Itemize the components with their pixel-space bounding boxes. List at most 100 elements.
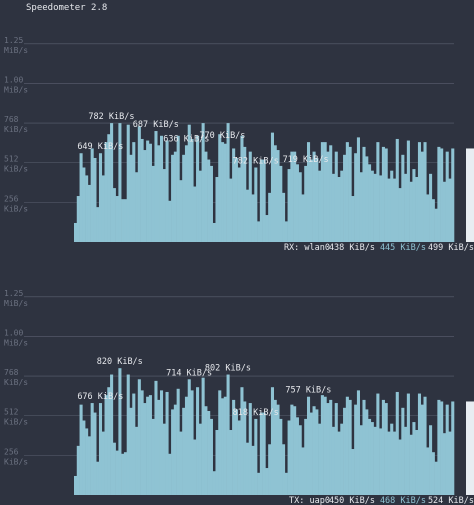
tx-bar	[254, 418, 258, 495]
rx-bar	[381, 146, 385, 242]
tx-bar	[282, 444, 286, 495]
rx-bar	[93, 157, 97, 242]
rx-bar	[132, 142, 136, 242]
rx-bar	[154, 131, 158, 242]
rx-bar	[243, 146, 247, 242]
tx-y-tick-unit: KiB/s	[4, 378, 28, 387]
tx-bar	[221, 398, 225, 495]
rx-bar	[223, 143, 227, 242]
rx-bar	[157, 145, 161, 242]
tx-bar	[182, 407, 186, 495]
tx-bar	[379, 428, 383, 495]
rx-bar	[387, 178, 391, 242]
tx-bar	[240, 387, 244, 495]
tx-y-tick-unit: MiB/s	[4, 299, 28, 308]
rx-bar	[445, 151, 449, 242]
tx-bar	[135, 426, 139, 495]
tx-bar	[401, 407, 405, 495]
tx-bar	[429, 425, 433, 495]
tx-bar	[318, 423, 322, 495]
rx-bar	[362, 146, 366, 242]
tx-bar	[165, 391, 169, 495]
rx-bar	[398, 188, 402, 242]
tx-bar	[98, 403, 103, 495]
rx-bar	[370, 170, 374, 242]
tx-bar	[326, 403, 330, 495]
tx-bar	[315, 409, 319, 495]
rx-bar	[368, 164, 372, 242]
tx-bar	[176, 388, 180, 495]
rx-bar	[135, 172, 139, 242]
tx-bar	[154, 380, 158, 495]
rx-bar	[390, 170, 394, 242]
rx-bar	[196, 135, 200, 242]
tx-bar	[257, 472, 261, 495]
rx-bar	[298, 172, 302, 242]
tx-bar	[96, 461, 100, 495]
rx-bar	[334, 151, 338, 242]
rx-bar	[257, 221, 261, 242]
rx-peak-label: 782 KiB/s	[233, 156, 279, 166]
tx-bar	[373, 426, 377, 495]
tx-bar	[381, 399, 385, 495]
rx-bar	[90, 148, 94, 242]
tx-y-tick-unit: KiB/s	[4, 418, 28, 427]
tx-bar	[323, 396, 327, 495]
rx-bar	[409, 181, 413, 242]
rx-bar	[395, 138, 399, 242]
tx-bar	[306, 396, 311, 495]
tx-bar	[365, 409, 369, 495]
rx-y-tick-value: 256	[4, 194, 19, 203]
rx-bar	[226, 123, 230, 242]
tx-bar	[243, 401, 247, 495]
rx-bar	[442, 181, 446, 242]
rx-peak-label: 636 KiB/s	[163, 134, 209, 144]
rx-bar	[268, 192, 272, 242]
tx-bar	[320, 395, 324, 495]
tx-bar	[337, 431, 341, 495]
rx-bar	[215, 177, 219, 242]
tx-bar	[423, 396, 427, 495]
tx-bar	[406, 393, 410, 495]
rx-graph: 256 KiB/s 512 KiB/s 768 KiB/s 1.00 MiB/s 1.25 MiB…	[0, 28, 474, 252]
rx-bar	[146, 140, 150, 242]
tx-bar	[226, 374, 230, 495]
rx-bar	[276, 150, 280, 242]
tx-bar	[304, 418, 308, 495]
rx-bar	[79, 153, 83, 242]
tx-bar	[234, 409, 238, 495]
tx-bar	[293, 406, 297, 495]
rx-bar	[356, 137, 360, 242]
tx-bar	[359, 425, 363, 495]
rx-bar	[129, 154, 133, 242]
rx-bar	[173, 151, 177, 242]
rx-bar	[359, 172, 363, 242]
rx-bar	[304, 165, 308, 242]
rx-bar	[187, 124, 191, 242]
tx-bar	[201, 377, 205, 495]
rx-bar	[320, 142, 324, 242]
tx-y-tick-value: 256	[4, 447, 19, 456]
rx-bar	[171, 154, 175, 242]
rx-bar	[279, 165, 283, 242]
rx-bar	[354, 153, 358, 242]
rx-bar	[212, 222, 216, 242]
rx-bar	[431, 199, 435, 242]
tx-bar	[207, 410, 211, 495]
rx-bar	[415, 177, 419, 242]
tx-bar	[259, 412, 263, 495]
tx-bar	[301, 447, 305, 495]
tx-bar	[148, 395, 152, 495]
tx-bar	[168, 453, 172, 495]
rx-bar	[162, 169, 166, 242]
tx-bar	[276, 404, 280, 495]
tx-bar	[129, 407, 133, 495]
rx-bar	[262, 159, 266, 242]
rx-y-tick-value: 512	[4, 155, 19, 164]
rx-peak-label: 687 KiB/s	[133, 120, 179, 130]
rx-bar	[123, 199, 127, 242]
rx-bar	[85, 175, 89, 242]
tx-bar	[268, 444, 272, 495]
tx-bar	[237, 420, 241, 495]
